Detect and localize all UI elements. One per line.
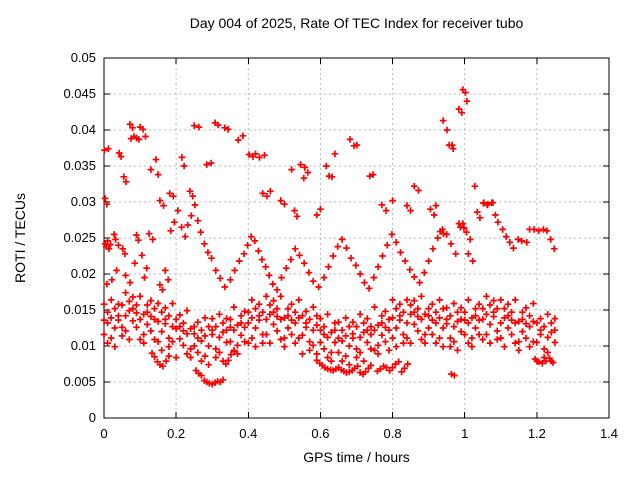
y-tick-label: 0.02 — [71, 266, 96, 281]
x-tick-label: 0.8 — [384, 426, 402, 441]
scatter-points — [100, 86, 559, 388]
y-tick-label: 0.025 — [63, 230, 96, 245]
y-axis-title: ROTI / TECUs — [12, 193, 28, 283]
x-tick-label: 0 — [100, 426, 107, 441]
x-tick-label: 1 — [461, 426, 468, 441]
x-tick-label: 0.4 — [239, 426, 257, 441]
gridlines — [104, 58, 609, 418]
tick-marks — [103, 57, 610, 419]
y-tick-label: 0 — [89, 410, 96, 425]
x-tick-label: 1.2 — [528, 426, 546, 441]
y-tick-label: 0.035 — [63, 158, 96, 173]
chart-title: Day 004 of 2025, Rate Of TEC Index for r… — [189, 15, 524, 31]
y-tick-label: 0.045 — [63, 86, 96, 101]
x-tick-label: 0.6 — [311, 426, 329, 441]
x-axis-title: GPS time / hours — [303, 449, 410, 465]
y-tick-label: 0.03 — [71, 194, 96, 209]
y-tick-label: 0.01 — [71, 338, 96, 353]
y-tick-label: 0.015 — [63, 302, 96, 317]
x-tick-label: 1.4 — [600, 426, 618, 441]
y-tick-label: 0.04 — [71, 122, 96, 137]
x-tick-label: 0.2 — [167, 426, 185, 441]
y-tick-label: 0.05 — [71, 50, 96, 65]
y-tick-label: 0.005 — [63, 374, 96, 389]
